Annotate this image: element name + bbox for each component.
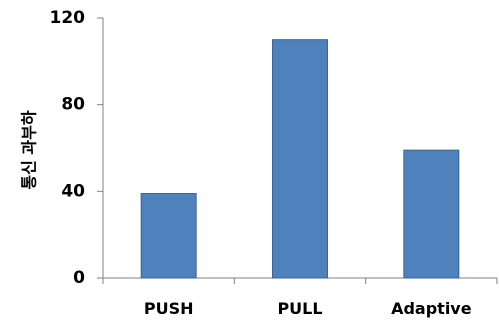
y-tick-label: 120 (50, 8, 86, 28)
y-tick-label: 0 (73, 268, 85, 288)
plot-area: 0 40 80 120 PUSH PULL Adaptive (50, 8, 498, 318)
bar-push (140, 193, 197, 279)
bar-pull (272, 39, 328, 279)
y-axis-title: 통신 과부하 (20, 110, 39, 189)
y-axis-title-group: 통신 과부하 (20, 110, 39, 189)
x-category-label: Adaptive (391, 299, 472, 318)
bar-adaptive (403, 149, 460, 279)
y-tick-label: 80 (61, 95, 85, 115)
y-tick-label: 40 (61, 181, 85, 201)
x-category-label: PULL (277, 299, 322, 318)
x-category-label: PUSH (144, 299, 194, 318)
